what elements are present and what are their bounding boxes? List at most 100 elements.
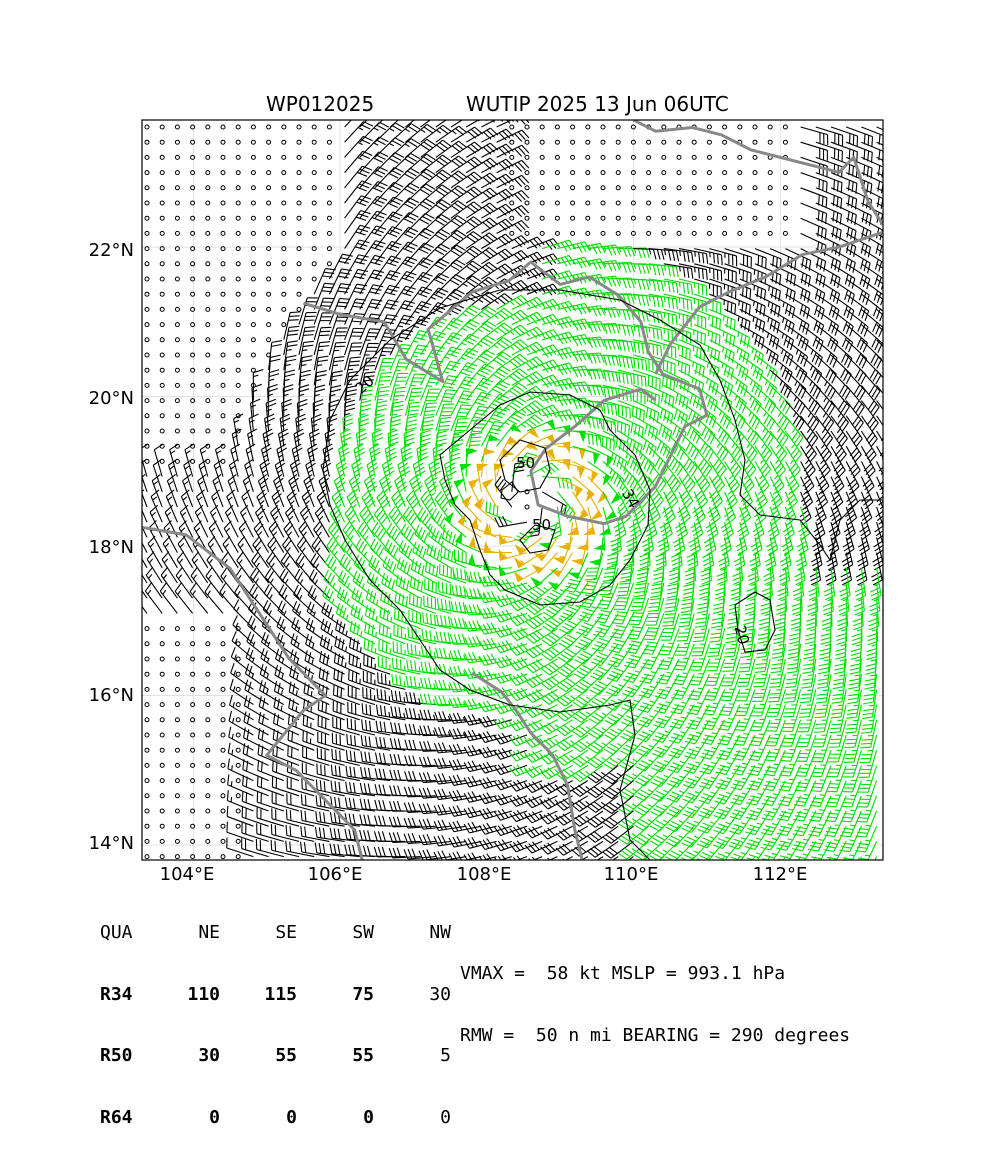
wind-barb — [664, 477, 678, 509]
wind-barb — [650, 826, 679, 846]
calm-marker — [145, 429, 149, 433]
calm-marker — [221, 748, 225, 752]
calm-marker — [282, 307, 286, 311]
calm-marker — [145, 216, 149, 220]
calm-marker — [206, 201, 210, 205]
wind-barb — [846, 325, 867, 353]
calm-marker — [175, 292, 179, 296]
calm-marker — [251, 353, 255, 357]
calm-marker — [510, 216, 514, 220]
calm-marker — [267, 140, 271, 144]
calm-marker — [571, 140, 575, 144]
calm-marker — [191, 368, 195, 372]
calm-marker — [707, 201, 711, 205]
calm-marker — [753, 171, 757, 175]
calm-marker — [677, 201, 681, 205]
wind-barb — [877, 142, 903, 164]
contour-label-inner-b: 50 — [532, 516, 551, 534]
calm-marker — [191, 125, 195, 129]
calm-marker — [206, 383, 210, 387]
lat-tick-label: 18°N — [74, 537, 134, 558]
calm-marker — [251, 338, 255, 342]
wind-barb — [557, 382, 589, 393]
wind-barb — [667, 781, 694, 803]
calm-marker — [707, 186, 711, 190]
calm-marker — [540, 155, 544, 159]
calm-marker — [160, 125, 164, 129]
calm-marker — [327, 125, 331, 129]
calm-marker — [160, 292, 164, 296]
radius-value: 0 — [220, 1108, 297, 1129]
calm-marker — [282, 171, 286, 175]
wind-barb — [148, 536, 162, 568]
calm-marker — [282, 201, 286, 205]
calm-marker — [571, 186, 575, 190]
calm-marker — [297, 171, 301, 175]
calm-marker — [160, 824, 164, 828]
wind-barb — [526, 613, 557, 628]
calm-marker — [738, 125, 742, 129]
calm-marker — [525, 155, 529, 159]
calm-marker — [236, 338, 240, 342]
calm-marker — [236, 855, 240, 859]
calm-marker — [191, 809, 195, 813]
wind-barb — [512, 327, 544, 340]
calm-marker — [145, 627, 149, 631]
calm-marker — [145, 642, 149, 646]
calm-marker — [236, 171, 240, 175]
wind-barb — [635, 796, 664, 816]
calm-marker — [236, 809, 240, 813]
calm-marker — [206, 703, 210, 707]
calm-marker — [206, 824, 210, 828]
lat-tick-label: 22°N — [74, 240, 134, 261]
wind-barb — [846, 431, 861, 463]
calm-marker — [647, 186, 651, 190]
calm-marker — [221, 809, 225, 813]
calm-marker — [677, 155, 681, 159]
calm-marker — [160, 414, 164, 418]
calm-marker — [251, 262, 255, 266]
calm-marker — [221, 262, 225, 266]
wind-barb — [831, 461, 844, 493]
radius-value: 55 — [220, 1046, 297, 1067]
wind-barb — [466, 158, 498, 172]
calm-marker — [753, 155, 757, 159]
calm-marker — [555, 201, 559, 205]
calm-marker — [601, 140, 605, 144]
wind-barb — [540, 857, 572, 870]
wind-barb — [134, 521, 147, 553]
wind-barb — [389, 506, 406, 537]
wind-barb — [770, 446, 785, 477]
calm-marker — [236, 703, 240, 707]
wind-map: 20 34 50 50 20 — [0, 0, 1000, 1000]
wind-barb — [421, 110, 452, 127]
calm-marker — [540, 140, 544, 144]
calm-marker — [206, 779, 210, 783]
calm-marker — [662, 186, 666, 190]
calm-marker — [221, 323, 225, 327]
wind-radii-row: R50 30 55 55 5 — [100, 1046, 451, 1067]
wind-barb — [308, 586, 329, 614]
wind-barb — [469, 537, 496, 553]
calm-marker — [312, 262, 316, 266]
calm-marker — [236, 657, 240, 661]
calm-marker — [251, 201, 255, 205]
wind-barb — [483, 479, 497, 507]
calm-marker — [555, 155, 559, 159]
calm-marker — [768, 171, 772, 175]
calm-marker — [145, 824, 149, 828]
wind-barb — [512, 401, 544, 416]
calm-marker — [555, 125, 559, 129]
wind-barb — [460, 464, 470, 491]
calm-marker — [616, 125, 620, 129]
radius-value: 0 — [374, 1108, 451, 1129]
radius-value: 0 — [156, 1108, 220, 1129]
wind-barb — [392, 490, 406, 522]
calm-marker — [221, 171, 225, 175]
calm-marker — [236, 155, 240, 159]
calm-marker — [251, 292, 255, 296]
wind-barb — [480, 607, 512, 618]
calm-marker — [601, 201, 605, 205]
calm-marker — [145, 748, 149, 752]
calm-marker — [236, 748, 240, 752]
